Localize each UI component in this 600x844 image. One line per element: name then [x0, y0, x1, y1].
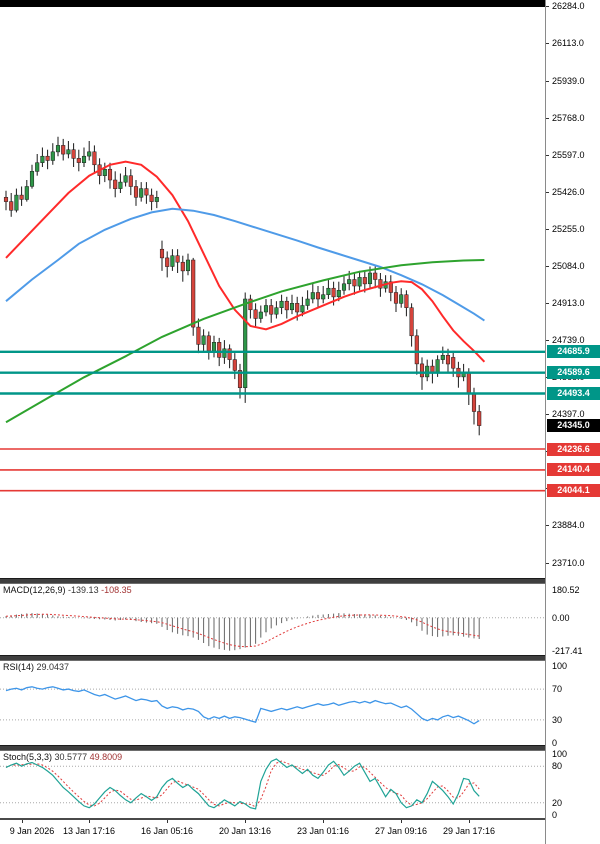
price-tag-level-24589.6[interactable]: 24589.6 [547, 366, 600, 379]
macd-scale-tick: 0.00 [552, 613, 570, 623]
rsi-svg[interactable] [0, 661, 545, 745]
price-tick: 26284.0 [552, 1, 585, 11]
rsi-panel: RSI(14) 29.0437 [0, 661, 545, 745]
stoch-svg[interactable] [0, 751, 545, 818]
time-label: 20 Jan 13:16 [218, 826, 272, 836]
stoch-scale-tick: 0 [552, 810, 558, 820]
price-axis[interactable]: 26284.0 26113.0 25939.0 25768.0 25597.0 25426… [545, 0, 600, 844]
price-tick: 25255.0 [552, 224, 585, 234]
rsi-scale-tick: 30 [552, 715, 563, 725]
rsi-value: 29.0437 [36, 662, 70, 672]
rsi-line [5, 686, 480, 725]
price-tick: 26113.0 [552, 38, 584, 48]
time-label: 13 Jan 17:16 [62, 826, 116, 836]
time-label: 9 Jan 2026 [9, 826, 55, 836]
top-black-strip [0, 0, 545, 7]
ma-mid-blue [5, 207, 485, 322]
macd-signal-value: -108.35 [101, 585, 132, 595]
stoch-label: Stoch(5,3,3) 30.5777 49.8009 [3, 752, 122, 762]
stoch-scale-tick: 80 [552, 761, 563, 771]
time-label: 27 Jan 09:16 [374, 826, 428, 836]
macd-histogram [5, 613, 480, 651]
macd-signal-line [5, 613, 480, 648]
rsi-scale-tick: 70 [552, 684, 563, 694]
price-tag-level-24140.4[interactable]: 24140.4 [547, 463, 600, 476]
price-tick: 23884.0 [552, 520, 585, 530]
stoch-panel: Stoch(5,3,3) 30.5777 49.8009 [0, 751, 545, 818]
price-tick: 25084.0 [552, 261, 585, 271]
rsi-scale-tick: 0 [552, 738, 558, 748]
macd-label: MACD(12,26,9) -139.13 -108.35 [3, 585, 132, 595]
stoch-d-line [5, 760, 480, 808]
stoch-name: Stoch(5,3,3) [3, 752, 53, 762]
macd-scale-tick: 180.52 [552, 585, 580, 595]
stoch-scale-tick: 20 [552, 798, 563, 808]
rsi-label: RSI(14) 29.0437 [3, 662, 69, 672]
panel-separator-macd[interactable] [0, 578, 545, 584]
rsi-scale-tick: 100 [552, 661, 568, 671]
candles [3, 136, 482, 436]
price-tick: 25426.0 [552, 187, 585, 197]
price-tag-level-24044.1[interactable]: 24044.1 [547, 484, 600, 497]
time-label: 23 Jan 01:16 [296, 826, 350, 836]
price-tag-level-24493.4[interactable]: 24493.4 [547, 387, 600, 400]
time-label: 16 Jan 05:16 [140, 826, 194, 836]
panel-separator-bottom [0, 818, 545, 820]
rsi-name: RSI(14) [3, 662, 35, 672]
price-tick: 23710.0 [552, 558, 585, 568]
main-chart-panel [0, 0, 545, 578]
price-tick: 25939.0 [552, 76, 585, 86]
time-label: 29 Jan 17:16 [442, 826, 496, 836]
price-tick: 24913.0 [552, 298, 585, 308]
stoch-k-value: 30.5777 [54, 752, 88, 762]
stoch-scale-tick: 100 [552, 749, 568, 759]
main-chart-svg[interactable] [0, 0, 545, 578]
panel-separator-stoch[interactable] [0, 745, 545, 751]
price-tag-level-24685.9[interactable]: 24685.9 [547, 345, 600, 358]
price-tick: 25768.0 [552, 113, 585, 123]
stoch-d-value: 49.8009 [89, 752, 123, 762]
price-tag-level-24236.6[interactable]: 24236.6 [547, 443, 600, 456]
macd-scale-tick: -217.41 [552, 646, 583, 656]
macd-name: MACD(12,26,9) [3, 585, 66, 595]
stoch-k-line [5, 758, 480, 810]
price-tick: 24397.0 [552, 409, 585, 419]
macd-panel: MACD(12,26,9) -139.13 -108.35 [0, 584, 545, 655]
price-tick: 25597.0 [552, 150, 585, 160]
ma-fast-red [5, 160, 486, 363]
macd-main-value: -139.13 [68, 585, 99, 595]
price-tag-current[interactable]: 24345.0 [547, 419, 600, 432]
panel-separator-rsi[interactable] [0, 655, 545, 661]
price-tick: 24739.0 [552, 335, 585, 345]
macd-svg[interactable] [0, 584, 545, 655]
time-axis[interactable]: 9 Jan 2026 13 Jan 17:16 16 Jan 05:16 20 Jan… [0, 820, 545, 844]
